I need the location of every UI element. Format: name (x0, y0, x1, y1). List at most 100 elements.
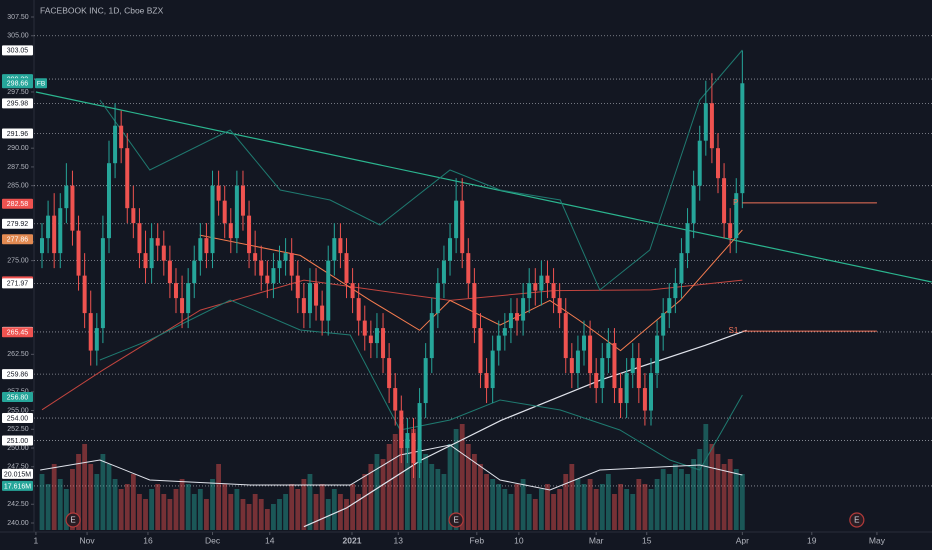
candle-body (356, 298, 361, 321)
price-label-box (2, 327, 33, 338)
volume-bar (618, 484, 623, 530)
candle-body (393, 388, 398, 411)
candle-body (606, 343, 611, 359)
volume-bar (289, 484, 295, 530)
candle-body (423, 358, 428, 404)
price-label: 291.96 (7, 131, 29, 138)
volume-bar (733, 469, 739, 530)
candle-body (709, 103, 714, 149)
volume-bar (331, 489, 337, 530)
volume-bar (502, 489, 508, 530)
price-label-box (2, 98, 33, 109)
candle-body (466, 253, 471, 284)
volume-bar (118, 489, 124, 530)
volume-bar (82, 444, 88, 530)
volume-bar (338, 494, 343, 530)
volume-bar (557, 489, 563, 530)
candle-body (582, 335, 587, 351)
x-tick-label: 16 (143, 535, 153, 545)
x-tick-label: Nov (80, 535, 96, 545)
candle-body (240, 185, 245, 216)
candle-body (722, 178, 727, 224)
candle-body (94, 328, 99, 351)
volume-bar (368, 464, 374, 530)
volume-bar (362, 474, 368, 530)
candle-body (180, 298, 185, 314)
volume-bar (417, 449, 422, 530)
candle-body (655, 335, 660, 374)
candle-body (350, 283, 355, 299)
volume-label: 20.015M (4, 471, 31, 478)
volume-bar (538, 489, 544, 530)
price-label: 265.45 (7, 330, 29, 337)
candle-body (679, 253, 684, 284)
y-tick-label: 240.00 (7, 520, 29, 527)
volume-bar (313, 494, 319, 530)
price-label: 254.00 (7, 415, 29, 422)
volume-bar (386, 444, 392, 530)
candle-body (222, 200, 227, 224)
volume-bar (599, 484, 605, 530)
overlay-line (303, 329, 747, 528)
candle-body (52, 215, 57, 254)
volume-bar (709, 444, 715, 530)
candle-body (106, 163, 111, 239)
volume-bar (453, 429, 459, 530)
pivot-label: S1 (729, 326, 739, 335)
y-tick-label: 275.00 (7, 257, 29, 264)
volume-bar (252, 494, 258, 530)
candle-body (100, 238, 105, 329)
price-label: 256.80 (7, 394, 29, 401)
candle-body (125, 148, 130, 209)
price-label: 282.58 (7, 201, 29, 208)
candle-body (435, 283, 440, 314)
candle-body (289, 253, 294, 276)
candle-body (667, 298, 672, 314)
price-label: 277.86 (7, 237, 29, 244)
volume-bar (155, 484, 161, 530)
candle-body (216, 185, 221, 201)
candle-body (715, 148, 720, 179)
candle-body (740, 83, 745, 194)
candle-body (64, 185, 69, 209)
volume-bar (179, 479, 185, 530)
y-tick-label: 255.00 (7, 407, 29, 414)
volume-bar (435, 469, 441, 530)
candle-body (381, 328, 386, 359)
volume-bar (411, 429, 416, 530)
volume-bar (137, 494, 142, 530)
volume-bar (277, 499, 282, 530)
candle-body (728, 223, 733, 239)
candle-body (326, 260, 331, 321)
volume-bar (307, 474, 313, 530)
volume-bar (344, 499, 349, 530)
volume-bar (447, 444, 453, 530)
price-label: 271.97 (7, 281, 29, 288)
volume-bar (666, 474, 672, 530)
candle-body (259, 260, 264, 276)
candle-body (575, 350, 580, 374)
volume-bar (325, 499, 331, 530)
candle-body (314, 283, 319, 306)
volume-bar (478, 464, 483, 530)
candle-body (143, 253, 148, 269)
earnings-marker (65, 512, 81, 528)
volume-bar (63, 489, 69, 530)
volume-bar (380, 459, 386, 530)
x-tick-label: Feb (469, 535, 484, 545)
candle-body (703, 103, 708, 141)
candle-body (521, 298, 526, 321)
volume-bar (484, 474, 489, 530)
price-label: 298.66 (7, 81, 29, 88)
candle-body (484, 373, 489, 389)
volume-bar (350, 484, 355, 530)
volume-bar (545, 484, 550, 530)
volume-bar (532, 499, 538, 530)
candle-body (167, 260, 172, 284)
candle-body (149, 238, 154, 269)
volume-bar (465, 444, 471, 530)
candle-body (82, 275, 87, 314)
earnings-marker (448, 512, 464, 528)
volume-bar (130, 474, 136, 530)
